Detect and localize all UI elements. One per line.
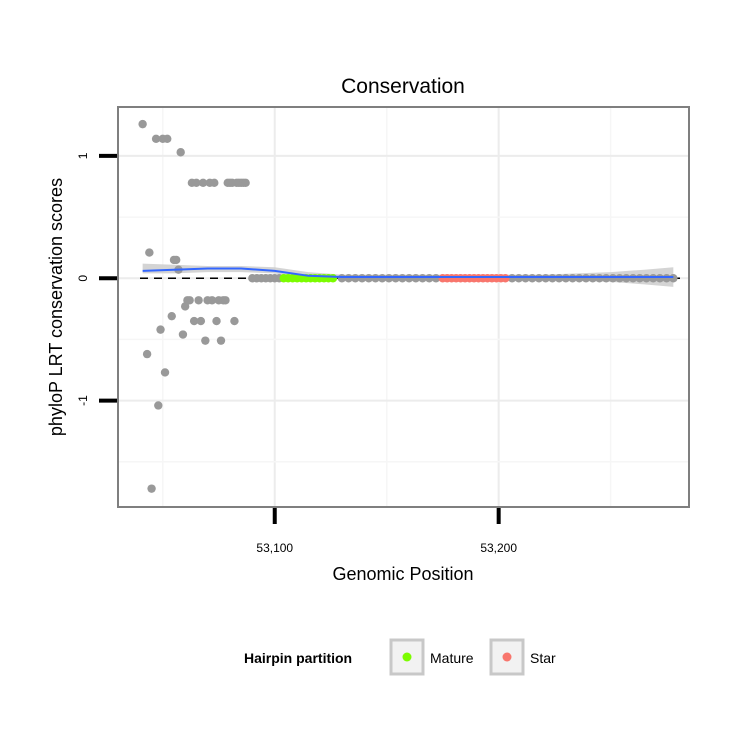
legend-dot-mature <box>402 652 412 662</box>
data-point-other <box>669 274 678 283</box>
legend-dot-star <box>502 652 512 662</box>
series-star <box>438 274 510 283</box>
legend-label-star: Star <box>530 650 556 666</box>
legend-item-mature: Mature <box>389 638 474 676</box>
data-point-other <box>151 134 161 144</box>
data-point-other <box>241 178 250 188</box>
legend-label-mature: Mature <box>430 650 474 666</box>
x-tick-label: 53,100 <box>256 541 293 555</box>
data-point-other <box>176 148 185 157</box>
data-point-other <box>210 178 219 188</box>
data-point-star <box>501 274 510 283</box>
legend: Hairpin partition Mature Star <box>244 638 556 676</box>
data-point-other <box>167 311 176 321</box>
x-axis-title: Genomic Position <box>332 564 473 584</box>
data-point-other <box>163 134 172 144</box>
data-point-other <box>207 296 217 305</box>
data-point-mature <box>328 274 338 283</box>
data-point-other <box>201 336 210 345</box>
data-point-other <box>221 296 230 305</box>
data-point-other <box>147 484 156 493</box>
data-point-other <box>145 248 154 257</box>
data-point-other <box>154 401 163 410</box>
y-tick-label: 1 <box>76 152 90 159</box>
smooth-line <box>142 267 674 279</box>
data-point-other <box>230 316 239 326</box>
grid-lines <box>118 107 689 507</box>
data-point-other <box>178 330 188 339</box>
y-tick-label: 0 <box>76 275 90 282</box>
legend-key-mature <box>389 638 425 676</box>
legend-title: Hairpin partition <box>244 650 352 666</box>
y-axis-ticks: -1 0 1 <box>76 152 117 406</box>
data-points <box>138 119 678 493</box>
data-point-other <box>185 296 194 305</box>
data-point-other <box>198 178 208 188</box>
x-axis-ticks: 53,100 53,200 <box>256 508 517 555</box>
data-point-other <box>156 325 165 334</box>
y-tick-label: -1 <box>76 395 90 406</box>
plot-panel-border <box>117 106 690 508</box>
data-point-other <box>216 336 226 345</box>
legend-key-star <box>489 638 525 676</box>
data-point-other <box>189 316 199 326</box>
data-point-other <box>172 255 181 265</box>
data-point-other <box>194 296 203 305</box>
data-point-other <box>160 368 170 377</box>
data-point-other <box>142 349 152 359</box>
legend-item-star: Star <box>489 638 556 676</box>
x-tick-label: 53,200 <box>480 541 517 555</box>
series-other <box>138 119 678 493</box>
y-axis-title: phyloP LRT conservation scores <box>46 178 66 436</box>
smooth-curve <box>142 267 674 279</box>
data-point-other <box>212 316 221 326</box>
data-point-other <box>138 119 147 129</box>
data-point-other <box>196 316 206 326</box>
data-point-other <box>192 178 201 188</box>
chart-title: Conservation <box>341 75 465 98</box>
